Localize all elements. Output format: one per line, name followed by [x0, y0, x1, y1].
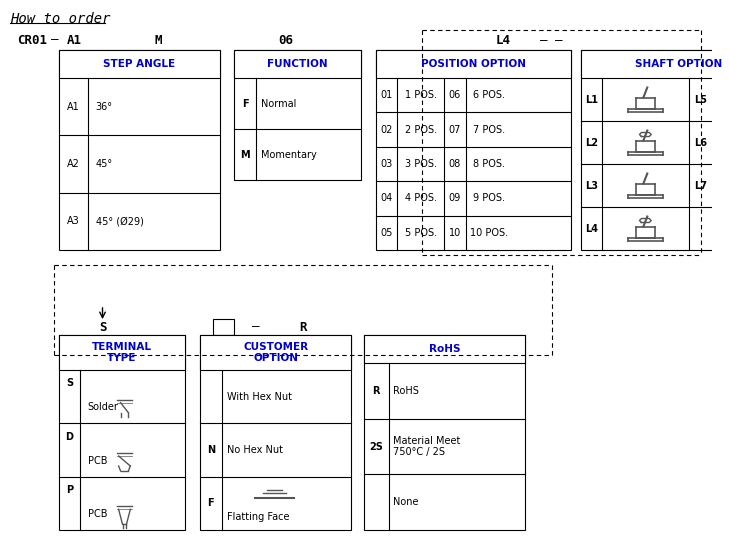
Text: 7 POS.: 7 POS.	[473, 125, 505, 134]
Text: —: —	[51, 34, 58, 46]
Text: PCB: PCB	[88, 509, 107, 519]
Text: L4: L4	[585, 223, 598, 234]
Text: A1: A1	[67, 102, 79, 111]
Text: STEP ANGLE: STEP ANGLE	[103, 59, 175, 69]
Text: M: M	[241, 150, 250, 160]
Bar	[234, 50, 362, 78]
Text: L6: L6	[694, 138, 707, 147]
Text: F: F	[242, 99, 249, 109]
Text: N: N	[207, 445, 215, 455]
Text: L3: L3	[585, 180, 598, 190]
Text: 08: 08	[449, 159, 461, 169]
Text: L1: L1	[585, 95, 598, 105]
Text: How to order: How to order	[9, 12, 110, 26]
Text: 8 POS.: 8 POS.	[473, 159, 505, 169]
Text: A2: A2	[67, 159, 79, 169]
Text: L4: L4	[496, 34, 511, 46]
Text: FUNCTION: FUNCTION	[268, 59, 328, 69]
Text: F: F	[208, 498, 214, 508]
Bar	[376, 50, 571, 78]
Text: None: None	[394, 497, 419, 507]
Text: 10 POS.: 10 POS.	[470, 228, 508, 238]
Text: 10: 10	[449, 228, 461, 238]
Bar	[58, 335, 185, 370]
Bar	[376, 50, 571, 250]
Text: SHAFT OPTION: SHAFT OPTION	[635, 59, 722, 69]
Text: Normal: Normal	[261, 99, 296, 109]
Bar	[58, 50, 219, 250]
Text: 03: 03	[381, 159, 393, 169]
Text: R: R	[373, 386, 380, 396]
Text: A3: A3	[67, 216, 79, 226]
Text: L5: L5	[694, 95, 707, 105]
Text: RoHS: RoHS	[394, 386, 419, 396]
Text: P: P	[66, 485, 73, 495]
Text: 2S: 2S	[370, 441, 383, 451]
Text: D: D	[66, 432, 74, 442]
Text: Material Meet
750°C / 2S: Material Meet 750°C / 2S	[394, 436, 461, 458]
Text: —: —	[252, 320, 260, 334]
Text: A1: A1	[66, 34, 82, 46]
Text: S: S	[66, 379, 73, 388]
Text: RoHS: RoHS	[429, 344, 461, 354]
Bar	[58, 335, 185, 530]
Bar	[200, 335, 351, 370]
Text: PCB: PCB	[88, 456, 107, 466]
Text: 06: 06	[449, 90, 461, 100]
Text: 45°: 45°	[95, 159, 113, 169]
Text: CR01: CR01	[17, 34, 47, 46]
Text: 4 POS.: 4 POS.	[405, 193, 437, 203]
Text: 45° (Ø29): 45° (Ø29)	[95, 216, 144, 226]
Text: CUSTOMER
OPTION: CUSTOMER OPTION	[243, 342, 308, 363]
Text: L2: L2	[585, 138, 598, 147]
Text: Flatting Face: Flatting Face	[227, 512, 289, 522]
Bar	[581, 50, 729, 250]
Text: Solder: Solder	[88, 402, 119, 412]
Bar	[200, 335, 351, 530]
Text: 1 POS.: 1 POS.	[405, 90, 437, 100]
Bar	[58, 50, 219, 78]
Text: 09: 09	[449, 193, 461, 203]
Text: L7: L7	[694, 180, 707, 190]
Text: 06: 06	[278, 34, 293, 46]
Text: 07: 07	[449, 125, 461, 134]
Text: With Hex Nut: With Hex Nut	[227, 391, 292, 402]
Bar	[234, 50, 362, 180]
Text: 3 POS.: 3 POS.	[405, 159, 437, 169]
Text: No Hex Nut: No Hex Nut	[227, 445, 283, 455]
Text: M: M	[155, 34, 162, 46]
Text: 02: 02	[381, 125, 393, 134]
Text: 05: 05	[381, 228, 393, 238]
Text: 6 POS.: 6 POS.	[473, 90, 505, 100]
Text: 2 POS.: 2 POS.	[405, 125, 437, 134]
Text: 04: 04	[381, 193, 393, 203]
Text: 36°: 36°	[95, 102, 113, 111]
Bar	[581, 50, 729, 78]
Text: R: R	[299, 320, 306, 334]
Text: 9 POS.: 9 POS.	[473, 193, 505, 203]
Bar	[364, 335, 526, 363]
Text: 01: 01	[381, 90, 393, 100]
Bar	[213, 319, 234, 335]
Text: 5 POS.: 5 POS.	[405, 228, 437, 238]
Text: — —: — —	[540, 34, 562, 46]
Bar	[364, 335, 526, 530]
Text: Momentary: Momentary	[261, 150, 316, 160]
Text: POSITION OPTION: POSITION OPTION	[421, 59, 526, 69]
Text: TERMINAL
TYPE: TERMINAL TYPE	[92, 342, 152, 363]
Text: S: S	[98, 320, 106, 334]
